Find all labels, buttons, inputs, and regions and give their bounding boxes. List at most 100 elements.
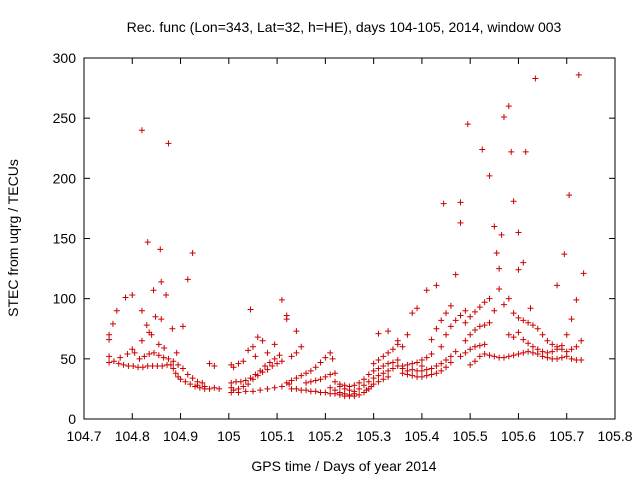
- data-point: [235, 360, 242, 367]
- data-point: [317, 376, 324, 383]
- data-point: [332, 387, 339, 394]
- data-point: [452, 317, 459, 324]
- data-point: [179, 365, 186, 372]
- data-point: [505, 295, 512, 302]
- data-point: [235, 389, 242, 396]
- data-point: [385, 328, 392, 335]
- data-point: [476, 323, 483, 330]
- x-axis: 104.7 104.8 104.9 105 105.1 105.2 105.3 105.4 10…: [66, 58, 633, 444]
- data-point: [472, 308, 479, 315]
- data-point: [481, 351, 488, 358]
- data-point: [389, 365, 396, 372]
- data-point: [152, 313, 159, 320]
- data-point: [438, 360, 445, 367]
- data-point: [170, 365, 177, 372]
- data-point: [184, 276, 191, 283]
- data-point: [394, 337, 401, 344]
- data-point: [467, 346, 474, 353]
- data-point: [380, 363, 387, 370]
- data-point: [418, 363, 425, 370]
- data-point: [172, 370, 179, 377]
- data-point: [170, 358, 177, 365]
- data-point: [433, 363, 440, 370]
- data-point: [131, 349, 138, 356]
- data-point: [558, 342, 565, 349]
- data-point: [293, 349, 300, 356]
- data-point: [307, 367, 314, 374]
- data-point: [173, 349, 180, 356]
- x-tick-label: 104.9: [163, 428, 198, 444]
- data-point: [346, 383, 353, 390]
- data-point: [539, 348, 546, 355]
- data-point: [240, 358, 247, 365]
- data-point: [385, 373, 392, 380]
- data-point: [423, 354, 430, 361]
- y-tick-label: 150: [53, 231, 77, 247]
- data-point: [245, 347, 252, 354]
- data-point: [113, 307, 120, 314]
- data-point: [549, 348, 556, 355]
- data-point: [457, 353, 464, 360]
- data-point: [206, 385, 213, 392]
- data-point: [423, 287, 430, 294]
- data-point: [360, 376, 367, 383]
- data-point: [155, 352, 162, 359]
- data-point: [329, 355, 336, 362]
- data-point: [336, 389, 343, 396]
- data-point: [573, 343, 580, 350]
- data-point: [242, 388, 249, 395]
- x-tick-label: 105.7: [549, 428, 584, 444]
- data-point: [481, 341, 488, 348]
- data-point: [472, 326, 479, 333]
- data-point: [110, 358, 117, 365]
- data-point: [187, 381, 194, 388]
- data-point: [515, 314, 522, 321]
- data-point: [578, 357, 585, 364]
- data-point: [566, 192, 573, 199]
- data-point: [515, 351, 522, 358]
- data-point: [283, 316, 290, 323]
- data-point: [443, 331, 450, 338]
- data-point: [240, 383, 247, 390]
- data-point: [561, 251, 568, 258]
- data-point: [554, 282, 561, 289]
- data-point: [481, 322, 488, 329]
- data-point: [491, 353, 498, 360]
- data-point: [452, 271, 459, 278]
- data-point: [467, 361, 474, 368]
- data-point: [522, 148, 529, 155]
- data-point: [380, 376, 387, 383]
- data-point: [462, 349, 469, 356]
- data-point: [252, 371, 259, 378]
- data-point: [307, 378, 314, 385]
- data-point: [150, 349, 157, 356]
- data-point: [525, 348, 532, 355]
- data-point: [249, 388, 256, 395]
- data-point: [336, 381, 343, 388]
- data-point: [389, 359, 396, 366]
- data-point: [175, 361, 182, 368]
- data-point: [327, 349, 334, 356]
- data-point: [274, 360, 281, 367]
- data-point: [544, 337, 551, 344]
- data-point: [271, 341, 278, 348]
- data-point: [211, 384, 218, 391]
- data-point: [124, 351, 131, 358]
- data-point: [247, 375, 254, 382]
- data-point: [520, 336, 527, 343]
- data-point: [115, 360, 122, 367]
- x-axis-label: GPS time / Days of year 2014: [251, 458, 436, 474]
- data-point: [138, 127, 145, 134]
- data-point: [527, 305, 534, 312]
- data-point: [428, 365, 435, 372]
- data-point: [433, 370, 440, 377]
- data-point: [144, 239, 151, 246]
- data-point: [467, 331, 474, 338]
- data-point: [467, 313, 474, 320]
- data-point: [428, 351, 435, 358]
- data-point: [129, 346, 136, 353]
- data-point: [481, 299, 488, 306]
- data-point: [520, 259, 527, 266]
- y-tick-label: 200: [53, 170, 77, 186]
- data-point: [385, 349, 392, 356]
